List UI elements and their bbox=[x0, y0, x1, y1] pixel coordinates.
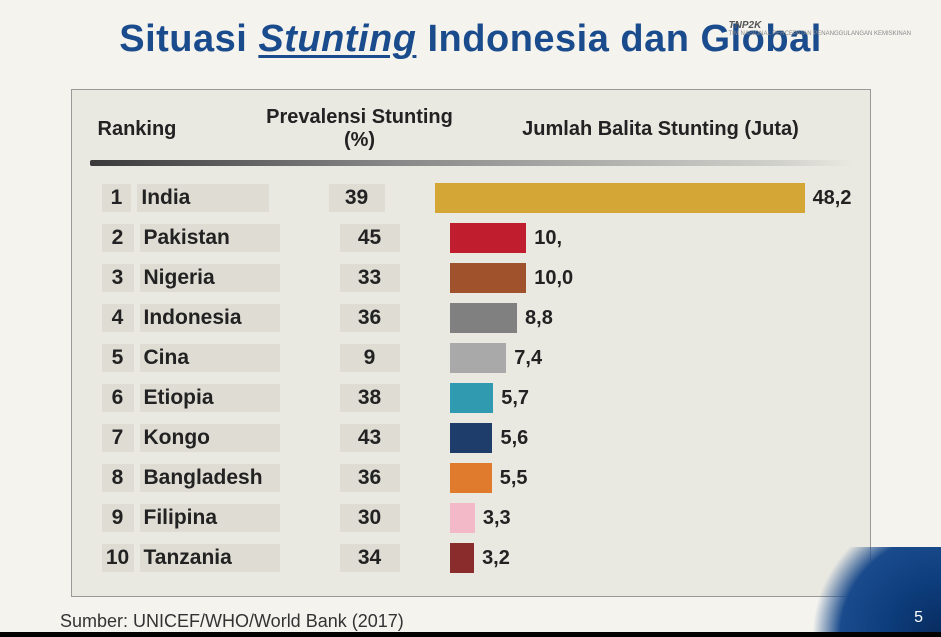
table-row: 10Tanzania 34 3,2 bbox=[90, 538, 852, 578]
table-row: 2Pakistan 45 10, bbox=[90, 218, 852, 258]
cell-country: Tanzania bbox=[140, 544, 280, 572]
table-row: 3Nigeria 33 10,0 bbox=[90, 258, 852, 298]
table-row: 9Filipina 30 3,3 bbox=[90, 498, 852, 538]
logo-subtitle: TIM NASIONAL PERCEPATAN PENANGGULANGAN K… bbox=[729, 31, 911, 37]
bar-label: 5,5 bbox=[500, 467, 528, 490]
table-row: 7Kongo 43 5,6 bbox=[90, 418, 852, 458]
cell-rank: 3 bbox=[102, 264, 134, 292]
bar-label: 5,7 bbox=[501, 387, 529, 410]
title-pre: Situasi bbox=[119, 18, 258, 60]
cell-rank: 5 bbox=[102, 344, 134, 372]
cell-prevalence: 9 bbox=[340, 344, 400, 372]
bar-wrap: 5,7 bbox=[450, 383, 852, 413]
header-divider bbox=[90, 160, 852, 166]
header-prevalence: Prevalensi Stunting (%) bbox=[250, 106, 470, 152]
bar-wrap: 7,4 bbox=[450, 343, 852, 373]
cell-country: Pakistan bbox=[140, 224, 280, 252]
cell-prevalence: 43 bbox=[340, 424, 400, 452]
bar bbox=[450, 543, 475, 573]
logo-text: TNP2K bbox=[729, 20, 762, 31]
chart-headers: Ranking Prevalensi Stunting (%) Jumlah B… bbox=[90, 100, 852, 160]
bar bbox=[450, 503, 475, 533]
cell-country: Indonesia bbox=[140, 304, 280, 332]
cell-rank: 4 bbox=[102, 304, 134, 332]
bar-label: 48,2 bbox=[813, 187, 852, 210]
bar-label: 7,4 bbox=[514, 347, 542, 370]
bar-wrap: 8,8 bbox=[450, 303, 852, 333]
bar-wrap: 5,6 bbox=[450, 423, 852, 453]
bar-label: 10,0 bbox=[534, 267, 573, 290]
cell-rank: 2 bbox=[102, 224, 134, 252]
header-count: Jumlah Balita Stunting (Juta) bbox=[470, 118, 852, 141]
bottom-bar bbox=[0, 632, 941, 637]
cell-rank: 10 bbox=[102, 544, 134, 572]
cell-prevalence: 36 bbox=[340, 464, 400, 492]
cell-country: Filipina bbox=[140, 504, 280, 532]
cell-country: India bbox=[137, 184, 268, 212]
cell-prevalence: 34 bbox=[340, 544, 400, 572]
header-ranking: Ranking bbox=[90, 118, 250, 141]
bar bbox=[435, 183, 805, 213]
cell-prevalence: 30 bbox=[340, 504, 400, 532]
cell-rank: 1 bbox=[102, 184, 132, 212]
logo: TNP2K TIM NASIONAL PERCEPATAN PENANGGULA… bbox=[729, 20, 911, 37]
bar-wrap: 5,5 bbox=[450, 463, 852, 493]
bar bbox=[450, 303, 518, 333]
cell-prevalence: 39 bbox=[329, 184, 385, 212]
bar bbox=[450, 343, 507, 373]
bar bbox=[450, 463, 492, 493]
table-row: 1India 39 48,2 bbox=[90, 178, 852, 218]
bar-wrap: 10, bbox=[450, 223, 852, 253]
cell-rank: 6 bbox=[102, 384, 134, 412]
page-number: 5 bbox=[914, 609, 923, 627]
bar bbox=[450, 423, 493, 453]
cell-country: Kongo bbox=[140, 424, 280, 452]
table-row: 4Indonesia 36 8,8 bbox=[90, 298, 852, 338]
bar-label: 10, bbox=[534, 227, 562, 250]
bar bbox=[450, 263, 527, 293]
bar bbox=[450, 383, 494, 413]
bar-wrap: 3,3 bbox=[450, 503, 852, 533]
title-emphasis: Stunting bbox=[258, 18, 416, 60]
bar-label: 3,3 bbox=[483, 507, 511, 530]
bar-label: 8,8 bbox=[525, 307, 553, 330]
bar-label: 5,6 bbox=[500, 427, 528, 450]
bar bbox=[450, 223, 527, 253]
cell-prevalence: 45 bbox=[340, 224, 400, 252]
bar-wrap: 10,0 bbox=[450, 263, 852, 293]
cell-country: Bangladesh bbox=[140, 464, 280, 492]
bar-wrap: 48,2 bbox=[435, 183, 852, 213]
cell-prevalence: 36 bbox=[340, 304, 400, 332]
table-row: 6Etiopia 38 5,7 bbox=[90, 378, 852, 418]
cell-country: Etiopia bbox=[140, 384, 280, 412]
cell-rank: 8 bbox=[102, 464, 134, 492]
chart-rows: 1India3948,22Pakistan4510,3Nigeria3310,0… bbox=[90, 178, 852, 578]
cell-country: Cina bbox=[140, 344, 280, 372]
chart-container: Ranking Prevalensi Stunting (%) Jumlah B… bbox=[71, 89, 871, 597]
cell-rank: 9 bbox=[102, 504, 134, 532]
cell-country: Nigeria bbox=[140, 264, 280, 292]
cell-rank: 7 bbox=[102, 424, 134, 452]
bar-label: 3,2 bbox=[482, 547, 510, 570]
cell-prevalence: 38 bbox=[340, 384, 400, 412]
table-row: 8Bangladesh 36 5,5 bbox=[90, 458, 852, 498]
cell-prevalence: 33 bbox=[340, 264, 400, 292]
table-row: 5Cina 9 7,4 bbox=[90, 338, 852, 378]
